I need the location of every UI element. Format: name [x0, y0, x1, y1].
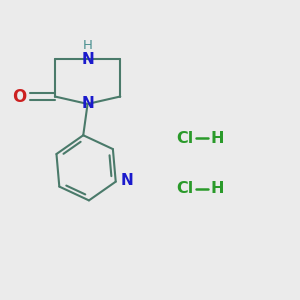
Text: H: H	[211, 181, 224, 196]
Text: Cl: Cl	[177, 130, 194, 146]
Text: H: H	[82, 39, 92, 52]
Text: H: H	[211, 130, 224, 146]
Text: O: O	[12, 88, 27, 106]
Text: N: N	[81, 96, 94, 111]
Text: N: N	[81, 52, 94, 67]
Text: N: N	[121, 173, 133, 188]
Text: Cl: Cl	[177, 181, 194, 196]
